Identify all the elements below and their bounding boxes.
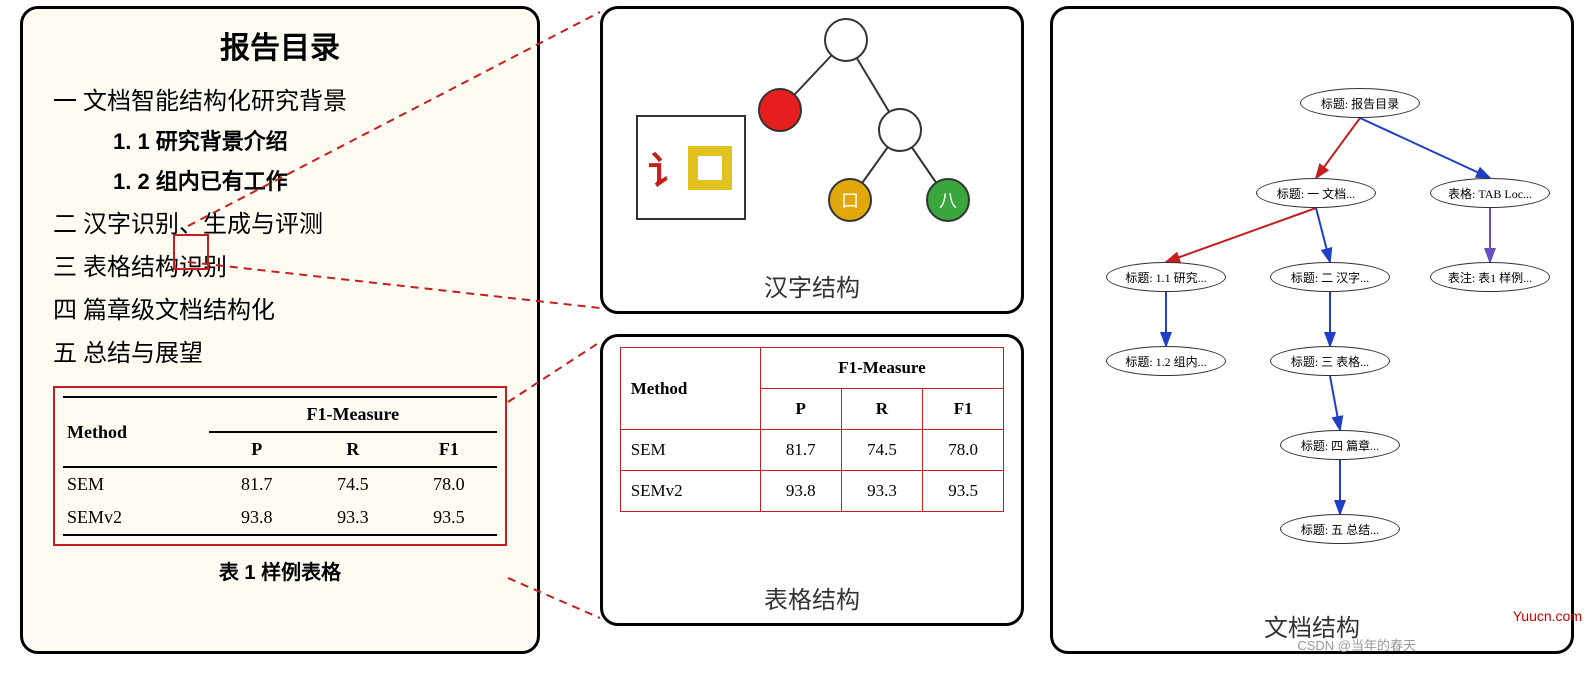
col-P: P — [209, 432, 305, 467]
doc-tree-node: 标题: 五 总结... — [1280, 514, 1400, 544]
char-panel-label: 汉字结构 — [603, 268, 1021, 303]
col2-group-f1: F1-Measure — [760, 348, 1004, 389]
watermark-csdn: CSDN @当年的春天 — [1297, 635, 1416, 654]
cell-method: SEMv2 — [63, 501, 209, 535]
doc-tree-node: 表注: 表1 样例... — [1430, 262, 1550, 292]
doc-tree-node: 标题: 三 表格... — [1270, 346, 1390, 376]
cell-method: SEMv2 — [620, 471, 760, 512]
cell-value: 81.7 — [760, 430, 841, 471]
toc-list: 一 文档智能结构化研究背景1. 1 研究背景介绍1. 2 组内已有工作二 汉字识… — [23, 77, 537, 372]
toc-line: 一 文档智能结构化研究背景 — [23, 77, 537, 120]
cell-value: 74.5 — [305, 467, 401, 501]
col-P: P — [760, 389, 841, 430]
char-tree-node: 口 — [828, 178, 872, 222]
cell-value: 93.5 — [401, 501, 497, 535]
toc-line: 五 总结与展望 — [23, 329, 537, 372]
cell-value: 93.8 — [760, 471, 841, 512]
cell-value: 78.0 — [923, 430, 1004, 471]
col-F1: F1 — [923, 389, 1004, 430]
table-caption: 表 1 样例表格 — [23, 546, 537, 595]
character-glyph-icon: 讠 — [636, 115, 746, 220]
cell-value: 93.5 — [923, 471, 1004, 512]
col-group-f1: F1-Measure — [209, 397, 497, 432]
cell-value: 81.7 — [209, 467, 305, 501]
sample-table-wrap: Method F1-Measure PRF1 SEM81.774.578.0 SE… — [53, 386, 507, 546]
char-tree-node — [878, 108, 922, 152]
char-highlight-box — [173, 234, 209, 270]
cell-value: 74.5 — [841, 430, 922, 471]
toc-line: 三 表格结构识别 — [23, 243, 537, 286]
char-tree-node — [824, 18, 868, 62]
table-panel-label: 表格结构 — [603, 580, 1021, 615]
doc-tree-node: 标题: 1.1 研究... — [1106, 262, 1226, 292]
doc-tree-node: 表格: TAB Loc... — [1430, 178, 1550, 208]
char-tree-node: 八 — [926, 178, 970, 222]
toc-line: 二 汉字识别、生成与评测 — [23, 200, 537, 243]
cell-method: SEM — [63, 467, 209, 501]
col-R: R — [305, 432, 401, 467]
doc-title: 报告目录 — [23, 9, 537, 77]
doc-tree-node: 标题: 报告目录 — [1300, 88, 1420, 118]
table-structure-panel: Method F1-Measure PRF1 SEM81.774.578.0 SE… — [600, 334, 1024, 626]
cell-value: 93.3 — [305, 501, 401, 535]
toc-line: 四 篇章级文档结构化 — [23, 286, 537, 329]
col2-method: Method — [620, 348, 760, 430]
doc-tree-node: 标题: 1.2 组内... — [1106, 346, 1226, 376]
char-tree-node — [758, 88, 802, 132]
watermark-yuucn: Yuucn.com — [1513, 608, 1582, 624]
cell-value: 78.0 — [401, 467, 497, 501]
doc-tree-node: 标题: 一 文档... — [1256, 178, 1376, 208]
cell-value: 93.3 — [841, 471, 922, 512]
doc-tree-node: 标题: 二 汉字... — [1270, 262, 1390, 292]
doc-tree-node: 标题: 四 篇章... — [1280, 430, 1400, 460]
toc-line: 1. 1 研究背景介绍 — [23, 120, 537, 160]
col-F1: F1 — [401, 432, 497, 467]
col-R: R — [841, 389, 922, 430]
col-method: Method — [63, 397, 209, 467]
structured-table: Method F1-Measure PRF1 SEM81.774.578.0 SE… — [620, 347, 1005, 512]
cell-method: SEM — [620, 430, 760, 471]
sample-table: Method F1-Measure PRF1 SEM81.774.578.0 SE… — [63, 396, 497, 536]
cell-value: 93.8 — [209, 501, 305, 535]
toc-line: 1. 2 组内已有工作 — [23, 160, 537, 200]
document-panel: 报告目录 一 文档智能结构化研究背景1. 1 研究背景介绍1. 2 组内已有工作… — [20, 6, 540, 654]
